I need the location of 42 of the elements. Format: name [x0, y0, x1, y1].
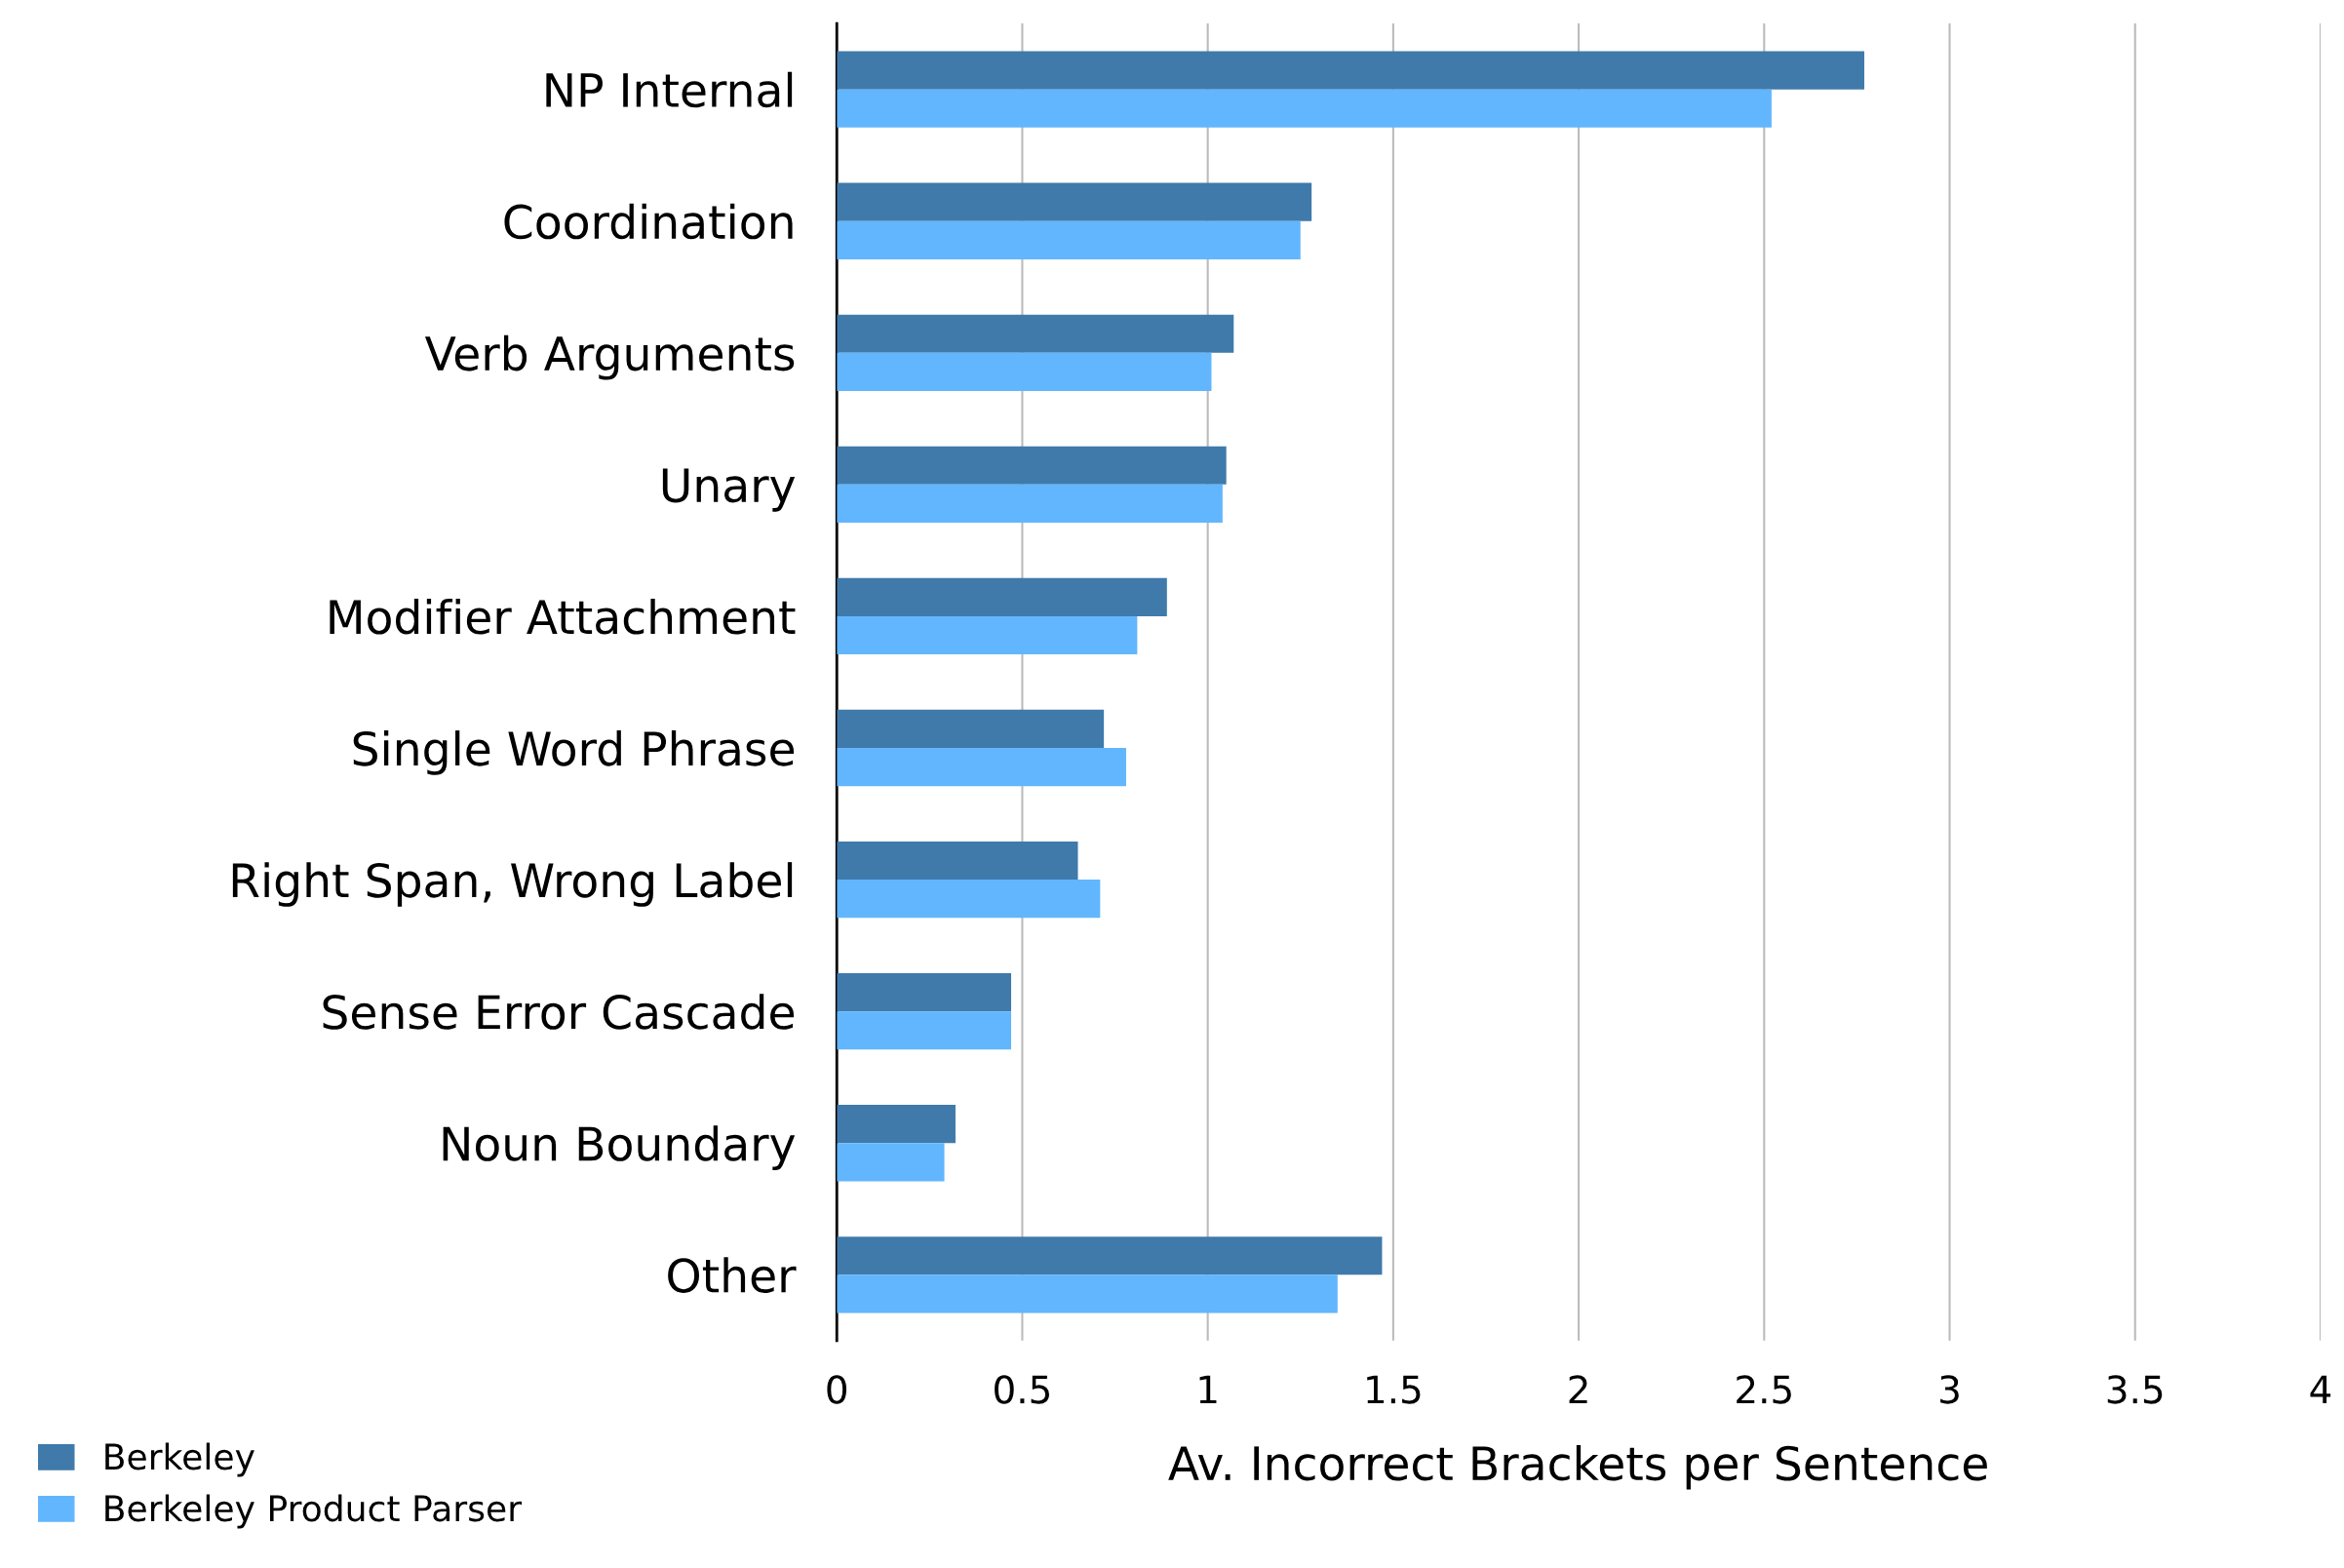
- x-tick-label: 1.5: [1367, 1375, 1421, 1404]
- bar: [837, 709, 1105, 749]
- bar: [837, 220, 1301, 259]
- y-tick-label: Right Span, Wrong Label: [232, 862, 793, 907]
- bar: [837, 615, 1138, 655]
- x-tick-label: 0.5: [995, 1375, 1049, 1404]
- bar: [837, 1274, 1338, 1313]
- x-tick-label: 0: [827, 1375, 847, 1404]
- x-tick-label: 2.5: [1737, 1375, 1791, 1404]
- bar: [837, 446, 1227, 485]
- bar: [837, 484, 1223, 524]
- bar: [837, 748, 1126, 787]
- x-tick-label: 4: [2310, 1375, 2331, 1404]
- bar: [837, 1011, 1012, 1050]
- bar: [837, 841, 1078, 881]
- bar: [837, 1143, 945, 1182]
- x-tick-label: 3: [1940, 1375, 1959, 1404]
- bar: [837, 314, 1234, 353]
- bar: [837, 1105, 956, 1144]
- x-tick-label: 2: [1569, 1375, 1587, 1404]
- x-tick-label: 3.5: [2107, 1375, 2163, 1404]
- bar: [837, 89, 1772, 128]
- bar: [837, 182, 1312, 221]
- y-tick-label: Noun Boundary: [443, 1125, 796, 1170]
- y-tick-label: Coordination: [504, 203, 793, 240]
- legend-label: Berkeley: [105, 1442, 254, 1477]
- bar: [837, 1236, 1383, 1275]
- y-tick-label: NP Internal: [546, 71, 793, 108]
- x-tick-label: 1: [1199, 1375, 1217, 1404]
- bar: [837, 51, 1865, 90]
- y-tick-label: Single Word Phrase: [353, 730, 795, 775]
- y-tick-label: Other: [668, 1257, 797, 1293]
- bar: [837, 352, 1212, 391]
- bar: [837, 577, 1167, 616]
- y-tick-label: Unary: [662, 468, 796, 512]
- x-axis-title: Av. Incorrect Brackets per Sentence: [1168, 1444, 1987, 1490]
- bar: [837, 972, 1012, 1012]
- y-tick-label: Sense Error Cascade: [323, 994, 795, 1030]
- legend-label: Berkeley Product Parser: [105, 1494, 523, 1529]
- bar: [837, 880, 1101, 919]
- y-tick-label: Verb Arguments: [424, 334, 795, 380]
- y-tick-label: Modifier Attachment: [330, 599, 796, 635]
